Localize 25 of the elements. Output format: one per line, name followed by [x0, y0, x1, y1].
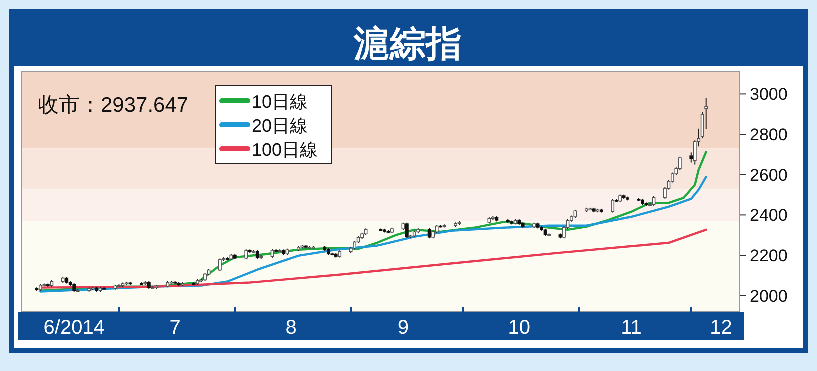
- candlestick: [405, 222, 409, 239]
- candlestick: [690, 152, 694, 164]
- legend-label: 100日線: [252, 140, 318, 160]
- y-tick-label: 2000: [750, 286, 788, 306]
- x-tick-label: 6/2014: [44, 317, 105, 339]
- annotation: 收市：2937.647: [38, 94, 189, 117]
- chart-title: 滬綜指: [353, 23, 462, 64]
- candlestick: [652, 196, 656, 206]
- y-tick-label: 2200: [750, 246, 788, 266]
- legend-label: 10日線: [252, 92, 308, 112]
- y-tick-label: 2800: [750, 126, 788, 145]
- candlestick: [218, 258, 222, 272]
- x-tick-label: 11: [621, 317, 642, 339]
- candlestick: [428, 228, 432, 240]
- y-tick-label: 2400: [750, 206, 788, 226]
- y-tick-label: 3000: [750, 85, 788, 104]
- x-tick-label: 12: [710, 317, 732, 339]
- x-tick-label: 9: [398, 317, 409, 339]
- candlestick: [611, 198, 615, 214]
- legend-label: 20日線: [252, 116, 308, 136]
- y-tick-label: 2600: [750, 166, 788, 185]
- x-tick-label: 10: [508, 317, 530, 339]
- candlestick: [244, 249, 248, 260]
- x-tick-label: 7: [170, 317, 181, 339]
- x-tick-label: 8: [286, 317, 297, 339]
